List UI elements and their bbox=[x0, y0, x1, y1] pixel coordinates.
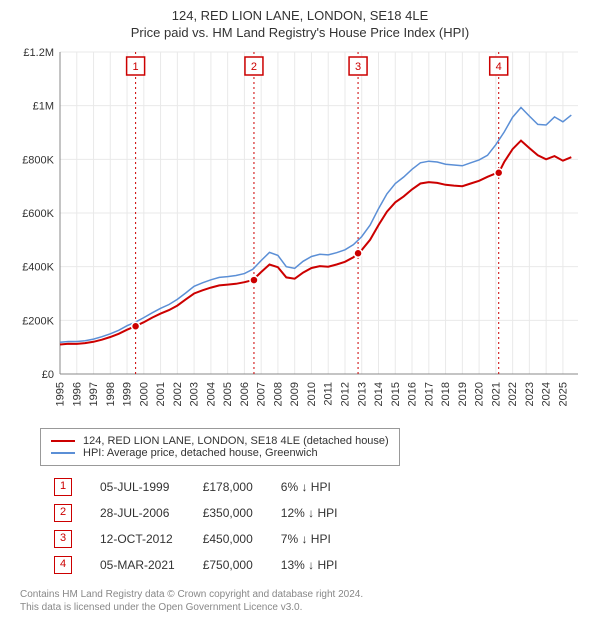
sale-marker: 4 bbox=[54, 556, 72, 574]
chart-area: £0 £200K £400K £600K £800K £1M £1.2M 1995 1996 19… bbox=[10, 42, 590, 422]
title-address: 124, RED LION LANE, LONDON, SE18 4LE bbox=[10, 8, 590, 23]
price-chart-svg: £0 £200K £400K £600K £800K £1M £1.2M 1995 1996 19… bbox=[10, 42, 590, 422]
sales-row: 2 28-JUL-2006£350,00012% ↓ HPI bbox=[40, 500, 351, 526]
legend: 124, RED LION LANE, LONDON, SE18 4LE (de… bbox=[40, 428, 400, 466]
y-axis-label: £1M bbox=[33, 101, 54, 113]
sale-point bbox=[132, 322, 140, 330]
x-axis-label: 2019 bbox=[457, 382, 469, 406]
x-axis-label: 1999 bbox=[122, 382, 134, 406]
event-marker-number: 2 bbox=[251, 61, 257, 73]
x-axis-label: 2004 bbox=[205, 382, 217, 406]
sale-marker-cell: 3 bbox=[40, 526, 86, 552]
y-axis-label: £400K bbox=[22, 262, 54, 274]
x-axis-label: 2012 bbox=[340, 382, 352, 406]
chart-titles: 124, RED LION LANE, LONDON, SE18 4LE Pri… bbox=[10, 8, 590, 40]
sale-point bbox=[495, 169, 503, 177]
event-marker-number: 1 bbox=[133, 61, 139, 73]
x-axis-label: 2017 bbox=[423, 382, 435, 406]
x-axis-label: 2008 bbox=[272, 382, 284, 406]
x-axis-label: 2006 bbox=[239, 382, 251, 406]
x-axis-label: 2021 bbox=[490, 382, 502, 406]
sale-price: £750,000 bbox=[189, 552, 267, 578]
sale-date: 05-MAR-2021 bbox=[86, 552, 189, 578]
sale-delta: 6% ↓ HPI bbox=[267, 474, 352, 500]
x-axis-label: 2003 bbox=[189, 382, 201, 406]
arrow-down-icon: ↓ bbox=[301, 480, 307, 494]
sale-price: £450,000 bbox=[189, 526, 267, 552]
x-axis-label: 2005 bbox=[222, 382, 234, 406]
sale-date: 05-JUL-1999 bbox=[86, 474, 189, 500]
x-axis-label: 2010 bbox=[306, 382, 318, 406]
event-marker-number: 4 bbox=[496, 61, 502, 73]
attribution: Contains HM Land Registry data © Crown c… bbox=[20, 588, 590, 614]
legend-swatch bbox=[51, 440, 75, 442]
sale-date: 28-JUL-2006 bbox=[86, 500, 189, 526]
x-axis-label: 1997 bbox=[88, 382, 100, 406]
x-axis-label: 1995 bbox=[55, 382, 67, 406]
sales-row: 1 05-JUL-1999£178,0006% ↓ HPI bbox=[40, 474, 351, 500]
arrow-down-icon: ↓ bbox=[301, 532, 307, 546]
x-axis-label: 2000 bbox=[138, 382, 150, 406]
sales-row: 4 05-MAR-2021£750,00013% ↓ HPI bbox=[40, 552, 351, 578]
y-axis-label: £0 bbox=[42, 369, 54, 381]
sale-price: £350,000 bbox=[189, 500, 267, 526]
event-marker-number: 3 bbox=[355, 61, 361, 73]
legend-item: 124, RED LION LANE, LONDON, SE18 4LE (de… bbox=[51, 435, 389, 447]
arrow-down-icon: ↓ bbox=[308, 558, 314, 572]
title-subtitle: Price paid vs. HM Land Registry's House … bbox=[10, 25, 590, 40]
sale-marker-cell: 2 bbox=[40, 500, 86, 526]
legend-swatch bbox=[51, 452, 75, 454]
x-axis-label: 2023 bbox=[524, 382, 536, 406]
legend-item: HPI: Average price, detached house, Gree… bbox=[51, 447, 389, 459]
x-axis-label: 2024 bbox=[541, 382, 553, 406]
sales-table: 1 05-JUL-1999£178,0006% ↓ HPI 2 28-JUL-2006… bbox=[40, 474, 351, 578]
x-axis-label: 1996 bbox=[71, 382, 83, 406]
x-axis-label: 2022 bbox=[507, 382, 519, 406]
sale-date: 12-OCT-2012 bbox=[86, 526, 189, 552]
series-hpi bbox=[60, 108, 571, 343]
sale-point bbox=[250, 276, 258, 284]
x-axis-label: 2007 bbox=[256, 382, 268, 406]
legend-label: 124, RED LION LANE, LONDON, SE18 4LE (de… bbox=[83, 435, 389, 447]
sale-marker-cell: 4 bbox=[40, 552, 86, 578]
x-axis-label: 2011 bbox=[323, 382, 335, 406]
sale-delta: 13% ↓ HPI bbox=[267, 552, 352, 578]
x-axis-label: 2025 bbox=[557, 382, 569, 406]
x-axis-label: 2020 bbox=[474, 382, 486, 406]
x-axis-label: 2001 bbox=[155, 382, 167, 406]
x-axis-label: 2018 bbox=[440, 382, 452, 406]
y-axis-label: £600K bbox=[22, 208, 54, 220]
sale-marker: 3 bbox=[54, 530, 72, 548]
legend-label: HPI: Average price, detached house, Gree… bbox=[83, 447, 318, 459]
sale-delta: 7% ↓ HPI bbox=[267, 526, 352, 552]
x-axis-label: 2016 bbox=[407, 382, 419, 406]
x-axis-label: 2015 bbox=[390, 382, 402, 406]
sale-delta: 12% ↓ HPI bbox=[267, 500, 352, 526]
sales-row: 3 12-OCT-2012£450,0007% ↓ HPI bbox=[40, 526, 351, 552]
x-axis-label: 1998 bbox=[105, 382, 117, 406]
y-axis-label: £200K bbox=[22, 315, 54, 327]
x-axis-label: 2002 bbox=[172, 382, 184, 406]
arrow-down-icon: ↓ bbox=[308, 506, 314, 520]
sale-point bbox=[354, 249, 362, 257]
sale-marker-cell: 1 bbox=[40, 474, 86, 500]
sale-price: £178,000 bbox=[189, 474, 267, 500]
x-axis-label: 2013 bbox=[356, 382, 368, 406]
x-axis-label: 2014 bbox=[373, 382, 385, 406]
x-axis-label: 2009 bbox=[289, 382, 301, 406]
sale-marker: 1 bbox=[54, 478, 72, 496]
attribution-line2: This data is licensed under the Open Gov… bbox=[20, 601, 590, 614]
attribution-line1: Contains HM Land Registry data © Crown c… bbox=[20, 588, 590, 601]
sale-marker: 2 bbox=[54, 504, 72, 522]
y-axis-label: £1.2M bbox=[23, 47, 54, 59]
y-axis-label: £800K bbox=[22, 154, 54, 166]
